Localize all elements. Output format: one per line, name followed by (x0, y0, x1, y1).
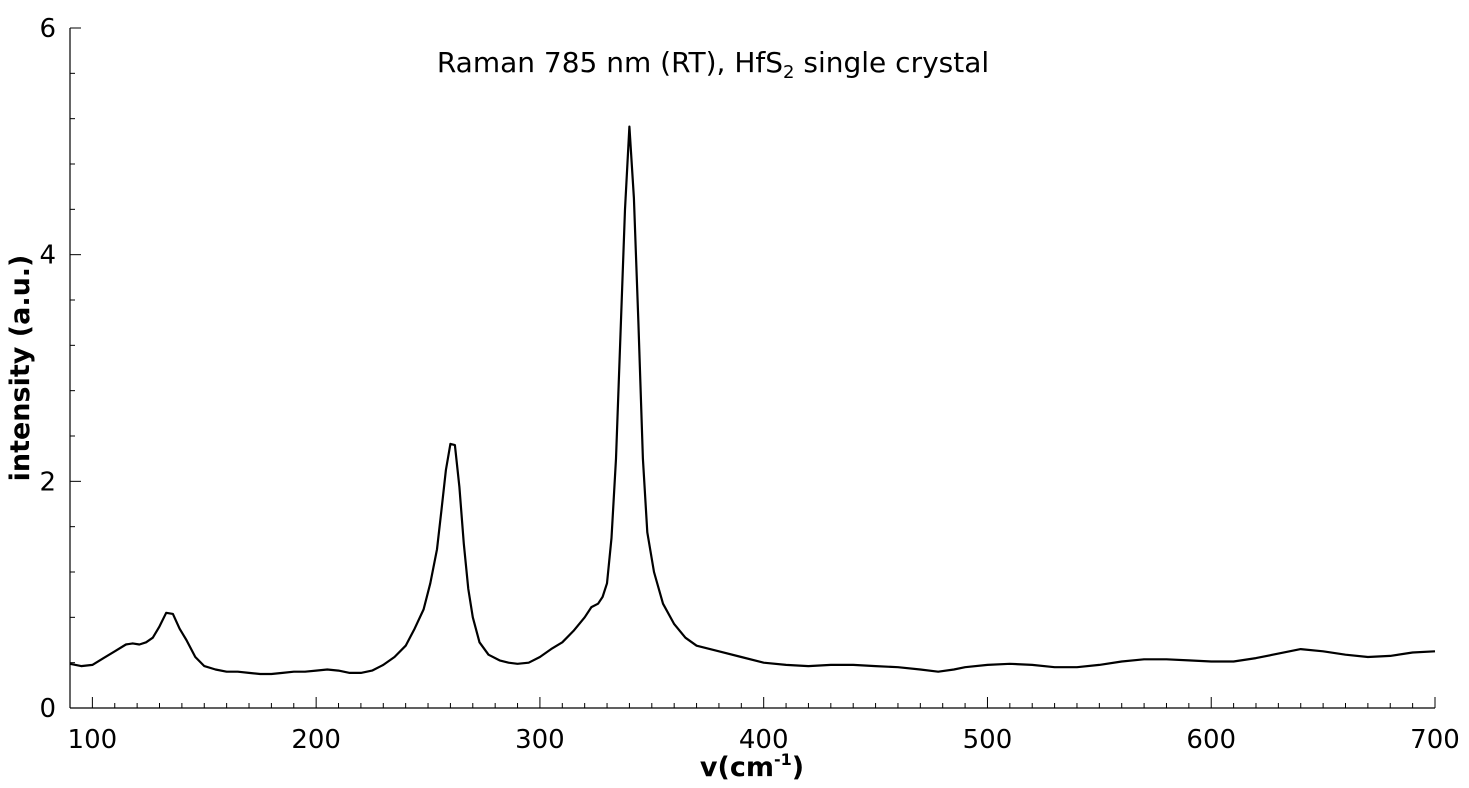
x-tick-label: 200 (291, 725, 341, 755)
x-tick-label: 600 (1186, 725, 1236, 755)
y-tick-label: 4 (39, 241, 56, 271)
series-line-0 (69, 125, 1436, 676)
x-tick-label: 400 (739, 725, 789, 755)
x-tick-label: 300 (515, 725, 565, 755)
y-tick-label: 2 (39, 467, 56, 497)
x-tick-label: 700 (1410, 725, 1460, 755)
x-tick-label: 100 (68, 725, 118, 755)
chart-title: Raman 785 nm (RT), HfS2 single crystal (437, 46, 989, 83)
y-tick-label: 0 (39, 694, 56, 724)
x-axis-title: v(cm-1) (700, 750, 804, 783)
plot-area: 100 200 300 400 500 600 700 0 2 4 6 (39, 14, 1459, 755)
x-tick-label: 500 (963, 725, 1013, 755)
y-tick-label: 6 (39, 14, 56, 44)
y-axis-title: intensity (a.u.) (5, 255, 36, 482)
